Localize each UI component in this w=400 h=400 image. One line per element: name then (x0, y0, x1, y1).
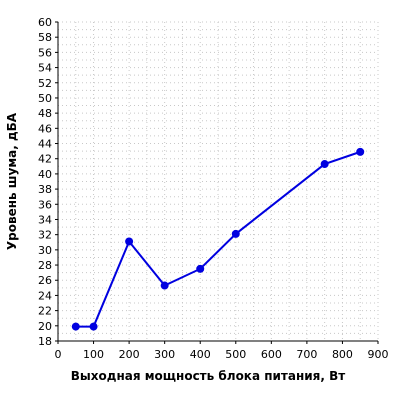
y-tick-label: 56 (38, 46, 52, 59)
data-point (231, 229, 240, 238)
y-tick-label: 36 (38, 198, 52, 211)
y-tick-label: 42 (38, 153, 52, 166)
y-axis-title: Уровень шума, дБА (5, 112, 19, 250)
y-tick-label: 28 (38, 259, 52, 272)
y-tick-label: 26 (38, 274, 52, 287)
x-tick-label: 100 (83, 348, 104, 361)
y-tick-label: 40 (38, 168, 52, 181)
y-tick-label: 24 (38, 289, 52, 302)
series (71, 147, 365, 331)
x-tick-label: 300 (154, 348, 175, 361)
x-tick-label: 0 (55, 348, 62, 361)
x-tick-label: 600 (261, 348, 282, 361)
x-tick-label: 200 (119, 348, 140, 361)
data-point (160, 281, 169, 290)
y-tick-label: 58 (38, 31, 52, 44)
y-tick-label: 30 (38, 244, 52, 257)
data-point (196, 264, 205, 273)
y-tick-label: 38 (38, 183, 52, 196)
tick-labels: 18 20 22 24 26 28 30 32 34 36 38 40 42 44 46 48 50 52 54 56… (38, 16, 389, 361)
y-tick-label: 18 (38, 335, 52, 348)
y-tick-label: 52 (38, 77, 52, 90)
x-axis-title: Выходная мощность блока питания, Вт (71, 369, 346, 383)
data-point (125, 237, 134, 246)
data-point (71, 322, 80, 331)
y-tick-label: 32 (38, 229, 52, 242)
data-point (356, 147, 365, 156)
y-tick-label: 60 (38, 16, 52, 29)
grid (57, 21, 379, 342)
data-point (320, 160, 329, 169)
x-tick-label: 800 (332, 348, 353, 361)
y-tick-label: 54 (38, 62, 52, 75)
x-tick-label: 900 (368, 348, 389, 361)
x-tick-label: 700 (296, 348, 317, 361)
y-tick-label: 44 (38, 138, 52, 151)
y-tick-label: 48 (38, 107, 52, 120)
y-tick-label: 50 (38, 92, 52, 105)
y-tick-label: 20 (38, 320, 52, 333)
series-line (75, 150, 361, 328)
x-tick-label: 400 (190, 348, 211, 361)
axes (55, 21, 379, 344)
y-tick-label: 22 (38, 305, 52, 318)
x-tick-label: 500 (225, 348, 246, 361)
data-point (89, 322, 98, 331)
y-tick-label: 46 (38, 122, 52, 135)
y-tick-label: 34 (38, 213, 52, 226)
